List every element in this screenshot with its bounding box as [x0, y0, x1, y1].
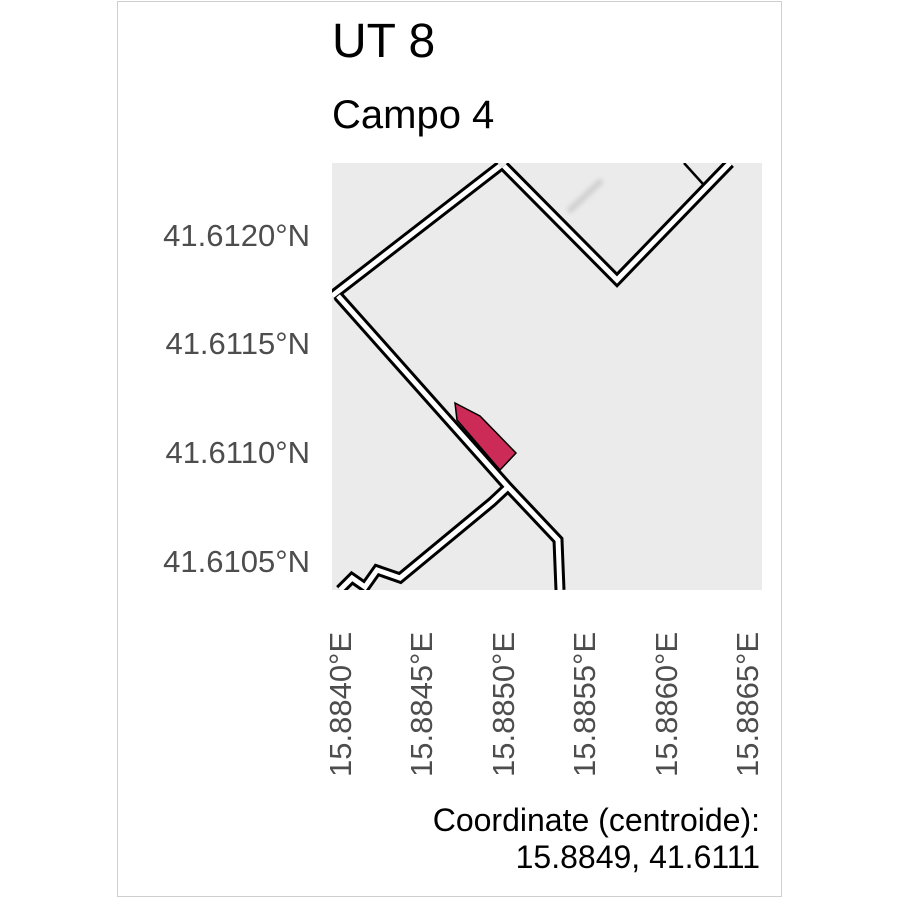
- x-tick-label: 15.8855°E: [567, 631, 602, 777]
- caption-heading: Coordinate (centroide):: [432, 802, 760, 838]
- y-tick-label: 41.6105°N: [163, 544, 310, 579]
- parcel-polygon[interactable]: [454, 401, 518, 472]
- y-tick-label: 41.6110°N: [165, 435, 310, 470]
- caption-coordinates: 15.8849, 41.6111: [515, 839, 760, 875]
- x-tick-label: 15.8850°E: [486, 631, 521, 777]
- y-tick-label: 41.6120°N: [163, 218, 310, 253]
- road-network: [332, 163, 734, 590]
- map-title: UT 8: [332, 15, 436, 68]
- panel-frame: [117, 1, 782, 897]
- centroid-caption: Coordinate (centroide): 15.8849, 41.6111: [433, 802, 760, 876]
- x-tick-label: 15.8845°E: [404, 631, 439, 777]
- x-tick-label: 15.8865°E: [730, 631, 765, 777]
- y-tick-label: 41.6115°N: [165, 326, 310, 361]
- boundary-segment: [683, 163, 704, 185]
- basemap-smudge: [567, 179, 603, 213]
- x-tick-label: 15.8840°E: [323, 631, 358, 777]
- map-subtitle: Campo 4: [332, 93, 495, 137]
- x-tick-label: 15.8860°E: [649, 631, 684, 777]
